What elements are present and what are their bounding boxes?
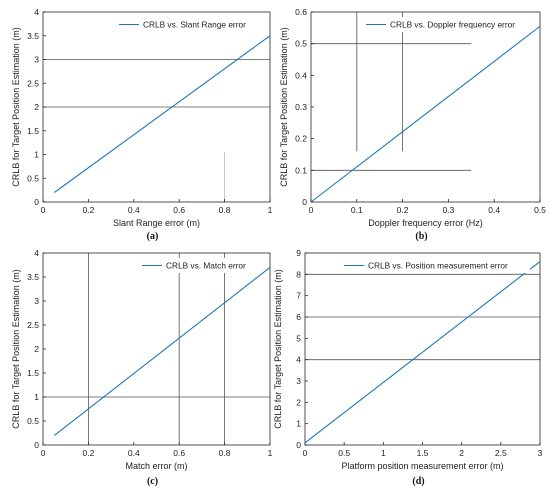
legend-box bbox=[340, 258, 530, 273]
x-axis-label: Platform position measurement error (m) bbox=[341, 461, 503, 471]
legend-label: CRLB vs. Match error bbox=[166, 261, 246, 271]
legend-label: CRLB vs. Slant Range error bbox=[143, 20, 246, 30]
x-tick-label: 3 bbox=[538, 448, 543, 458]
x-tick-label: 0.4 bbox=[128, 205, 140, 215]
panel-caption: (c) bbox=[147, 476, 158, 487]
x-tick-label: 0.2 bbox=[82, 205, 94, 215]
legend-label: CRLB vs. Doppler frequency error bbox=[390, 20, 515, 30]
panel-caption: (a) bbox=[147, 231, 159, 242]
x-axis-label: Slant Range error (m) bbox=[113, 218, 200, 228]
y-tick-label: 3 bbox=[296, 376, 301, 386]
x-tick-label: 2.5 bbox=[495, 448, 507, 458]
y-tick-label: 2 bbox=[34, 344, 39, 354]
y-tick-label: 3.5 bbox=[27, 31, 39, 41]
y-tick-label: 0.1 bbox=[295, 165, 307, 175]
panel-caption: (b) bbox=[415, 231, 427, 242]
y-tick-label: 0 bbox=[34, 440, 39, 450]
x-tick-label: 0.6 bbox=[173, 205, 185, 215]
x-tick-label: 0.8 bbox=[219, 448, 231, 458]
y-tick-label: 0.5 bbox=[27, 173, 39, 183]
chart-panel-4: 0 0.5 1 1.5 2 2.5 3 0 1 2 3 4 5 6 7 8 9 CRLB vs. Position… bbox=[273, 248, 543, 487]
x-tick-label: 0 bbox=[41, 205, 46, 215]
y-tick-label: 1 bbox=[34, 150, 39, 160]
y-axis-label: CRLB for Target Position Estimation (m) bbox=[11, 27, 21, 186]
y-tick-label: 2.5 bbox=[27, 78, 39, 88]
x-tick-label: 0 bbox=[309, 205, 314, 215]
y-tick-label: 5 bbox=[296, 333, 301, 343]
x-tick-label: 0.5 bbox=[338, 448, 350, 458]
y-tick-label: 1 bbox=[296, 419, 301, 429]
y-tick-label: 9 bbox=[296, 248, 301, 258]
x-tick-label: 0 bbox=[41, 448, 46, 458]
chart-panel-2: 0 0.1 0.2 0.3 0.4 0.5 0 0.1 0.2 0.3 0.4 0.5 0.6 CRLB … bbox=[279, 7, 546, 242]
y-axis-label: CRLB for Target Position Estimation (m) bbox=[11, 269, 21, 428]
x-axis-label: Match error (m) bbox=[125, 461, 187, 471]
y-tick-label: 0.5 bbox=[27, 416, 39, 426]
series-line bbox=[54, 266, 271, 436]
x-tick-label: 1.5 bbox=[417, 448, 429, 458]
y-tick-label: 0 bbox=[302, 197, 307, 207]
y-tick-label: 8 bbox=[296, 269, 301, 279]
y-tick-label: 4 bbox=[34, 7, 39, 17]
plot-frame bbox=[42, 252, 271, 446]
legend-box bbox=[362, 17, 530, 32]
y-tick-label: 0.5 bbox=[295, 39, 307, 49]
y-tick-label: 4 bbox=[34, 248, 39, 258]
series-line bbox=[304, 261, 541, 444]
y-tick-label: 4 bbox=[296, 355, 301, 365]
y-tick-label: 6 bbox=[296, 312, 301, 322]
x-tick-label: 0.1 bbox=[351, 205, 363, 215]
x-tick-label: 0.3 bbox=[442, 205, 454, 215]
x-tick-label: 1 bbox=[268, 205, 273, 215]
series-line bbox=[54, 35, 271, 193]
x-tick-label: 0.4 bbox=[128, 448, 140, 458]
y-tick-label: 3.5 bbox=[27, 272, 39, 282]
y-tick-label: 0 bbox=[34, 197, 39, 207]
legend-box bbox=[115, 17, 267, 32]
x-tick-label: 0.2 bbox=[397, 205, 409, 215]
x-tick-label: 2 bbox=[459, 448, 464, 458]
y-tick-label: 2 bbox=[296, 397, 301, 407]
x-tick-label: 0.4 bbox=[488, 205, 500, 215]
legend-label: CRLB vs. Position measurement error bbox=[368, 261, 508, 271]
legend-box bbox=[138, 258, 260, 273]
x-tick-label: 0.8 bbox=[219, 205, 231, 215]
y-tick-label: 1.5 bbox=[27, 126, 39, 136]
x-tick-label: 0.2 bbox=[82, 448, 94, 458]
y-tick-label: 1 bbox=[34, 392, 39, 402]
panel-caption: (d) bbox=[412, 476, 424, 487]
y-tick-label: 1.5 bbox=[27, 368, 39, 378]
y-tick-label: 0.2 bbox=[295, 134, 307, 144]
x-tick-label: 0.6 bbox=[173, 448, 185, 458]
x-tick-label: 1 bbox=[381, 448, 386, 458]
chart-panel-3: 0 0.2 0.4 0.6 0.8 1 0 0.5 1 1.5 2 2.5 3 3.5 4 CRLB vs. … bbox=[11, 248, 273, 487]
y-tick-label: 0.6 bbox=[295, 7, 307, 17]
x-tick-label: 0.5 bbox=[534, 205, 546, 215]
y-tick-label: 0.3 bbox=[295, 102, 307, 112]
plot-frame bbox=[310, 11, 541, 203]
y-axis-label: CRLB for Target Position Estimation (m) bbox=[273, 269, 283, 428]
x-axis-label: Doppler frequency error (Hz) bbox=[368, 218, 483, 228]
y-tick-label: 7 bbox=[296, 291, 301, 301]
y-tick-label: 0 bbox=[296, 440, 301, 450]
x-tick-label: 0 bbox=[303, 448, 308, 458]
y-tick-label: 3 bbox=[34, 296, 39, 306]
series-line bbox=[310, 25, 541, 203]
y-tick-label: 2 bbox=[34, 102, 39, 112]
y-tick-label: 3 bbox=[34, 55, 39, 65]
x-tick-label: 1 bbox=[268, 448, 273, 458]
chart-panel-1: 0 0.2 0.4 0.6 0.8 1 0 0.5 1 1.5 2 2.5 3 3.5 4 CRLB vs. … bbox=[11, 7, 273, 242]
y-tick-label: 0.4 bbox=[295, 70, 307, 80]
y-tick-label: 2.5 bbox=[27, 320, 39, 330]
y-axis-label: CRLB for Target Position Estimation (m) bbox=[279, 27, 289, 186]
